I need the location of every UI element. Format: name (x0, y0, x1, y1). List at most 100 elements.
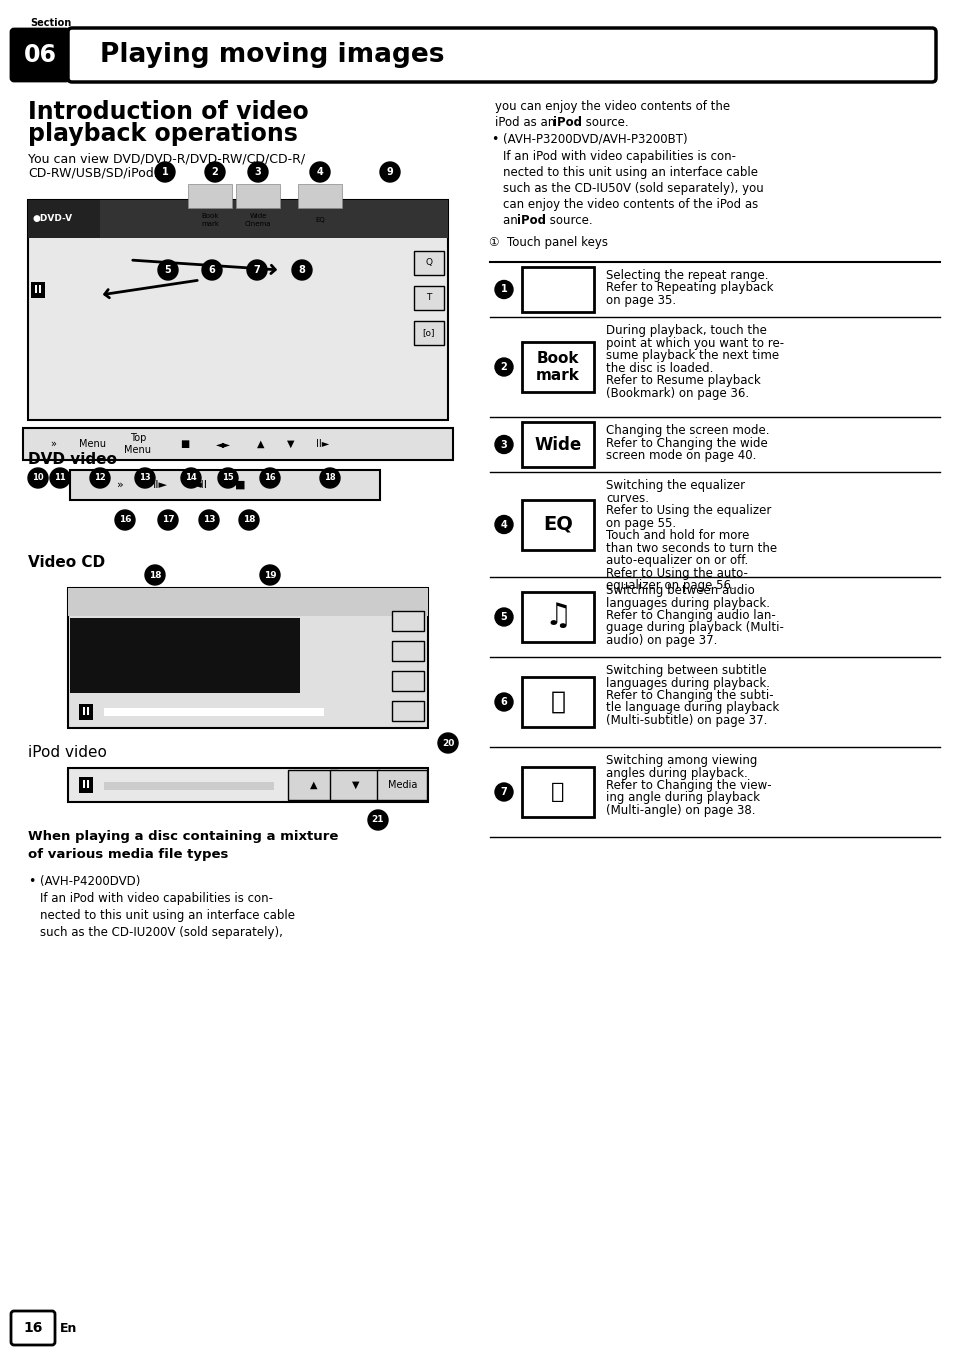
Text: 10: 10 (32, 473, 44, 483)
Text: 17: 17 (161, 515, 174, 525)
Text: II►: II► (152, 480, 168, 489)
Text: on page 35.: on page 35. (605, 293, 676, 307)
Text: 18: 18 (324, 473, 335, 483)
Text: Book
mark: Book mark (536, 350, 579, 383)
Text: Introduction of video: Introduction of video (28, 100, 309, 124)
Text: Wide
Cinema: Wide Cinema (245, 214, 271, 227)
Text: 5: 5 (165, 265, 172, 274)
Circle shape (260, 565, 280, 585)
Text: auto-equalizer on or off.: auto-equalizer on or off. (605, 554, 747, 566)
Text: 13: 13 (203, 515, 215, 525)
Circle shape (158, 510, 178, 530)
Bar (104, 708, 324, 717)
Bar (70, 470, 379, 500)
Text: curves.: curves. (605, 492, 648, 504)
Text: Media: Media (388, 780, 417, 790)
Circle shape (495, 515, 513, 534)
Bar (521, 422, 594, 466)
Bar (28, 200, 448, 420)
Text: You can view DVD/DVD-R/DVD-RW/CD/CD-R/
CD-RW/USB/SD/iPod.: You can view DVD/DVD-R/DVD-RW/CD/CD-R/ C… (28, 151, 305, 180)
Bar (521, 499, 594, 549)
Text: Switching among viewing: Switching among viewing (605, 754, 757, 767)
Bar (235, 184, 280, 208)
Text: ▲: ▲ (257, 439, 265, 449)
Circle shape (202, 260, 222, 280)
Circle shape (319, 468, 339, 488)
Bar (188, 184, 232, 208)
Text: EQ: EQ (314, 218, 325, 223)
Text: an: an (502, 214, 521, 227)
Text: ing angle during playback: ing angle during playback (605, 791, 760, 804)
Circle shape (218, 468, 237, 488)
Text: Refer to Changing the wide: Refer to Changing the wide (605, 437, 767, 449)
Text: 19: 19 (263, 571, 276, 580)
Text: »: » (116, 480, 123, 489)
Circle shape (495, 608, 513, 626)
Text: II: II (82, 707, 90, 717)
Circle shape (495, 358, 513, 376)
Text: Book
mark: Book mark (201, 214, 219, 227)
Text: Wide: Wide (534, 435, 581, 453)
Text: Selecting the repeat range.: Selecting the repeat range. (605, 269, 768, 283)
Bar (392, 671, 423, 691)
Bar (414, 287, 443, 310)
Text: can enjoy the video contents of the iPod as: can enjoy the video contents of the iPod… (502, 197, 758, 211)
Text: 3: 3 (500, 439, 507, 449)
Circle shape (310, 162, 330, 183)
Circle shape (292, 260, 312, 280)
Text: ▼: ▼ (287, 439, 294, 449)
Text: [o]: [o] (422, 329, 435, 338)
Text: you can enjoy the video contents of the: you can enjoy the video contents of the (495, 100, 729, 114)
Text: 7: 7 (253, 265, 260, 274)
Text: Refer to Changing the view-: Refer to Changing the view- (605, 779, 771, 792)
Circle shape (247, 260, 267, 280)
Circle shape (495, 783, 513, 800)
Text: 16: 16 (23, 1321, 43, 1334)
Text: 15: 15 (222, 473, 233, 483)
Text: ①  Touch panel keys: ① Touch panel keys (489, 237, 607, 249)
Text: 13: 13 (139, 473, 151, 483)
Text: 🎥: 🎥 (551, 781, 564, 802)
FancyBboxPatch shape (68, 28, 935, 82)
Text: 11: 11 (54, 473, 66, 483)
Text: languages during playback.: languages during playback. (605, 676, 769, 690)
Text: Q: Q (425, 258, 432, 268)
Text: II: II (34, 285, 42, 295)
Circle shape (135, 468, 154, 488)
FancyBboxPatch shape (11, 1311, 55, 1345)
Bar (521, 342, 594, 392)
Text: 20: 20 (441, 738, 454, 748)
Bar (23, 429, 453, 460)
Text: iPod as an: iPod as an (495, 116, 558, 128)
Text: 06: 06 (24, 43, 56, 68)
Text: Top
Menu: Top Menu (125, 433, 152, 454)
Text: of various media file types: of various media file types (28, 848, 228, 861)
Text: angles during playback.: angles during playback. (605, 767, 747, 780)
Circle shape (199, 510, 219, 530)
Text: During playback, touch the: During playback, touch the (605, 324, 766, 337)
Text: ■: ■ (234, 480, 245, 489)
Text: 14: 14 (185, 473, 196, 483)
Bar (376, 771, 427, 800)
Text: ▲: ▲ (310, 780, 317, 790)
Text: Refer to Changing the subti-: Refer to Changing the subti- (605, 690, 773, 702)
Circle shape (495, 435, 513, 453)
Bar (70, 618, 299, 694)
Text: When playing a disc containing a mixture: When playing a disc containing a mixture (28, 830, 338, 844)
Text: En: En (60, 1321, 77, 1334)
Bar (68, 588, 428, 617)
FancyBboxPatch shape (11, 28, 69, 81)
Text: (AVH-P4200DVD): (AVH-P4200DVD) (40, 875, 140, 888)
Text: ●DVD-V: ●DVD-V (32, 215, 72, 223)
Bar (521, 767, 594, 817)
Text: nected to this unit using an interface cable: nected to this unit using an interface c… (502, 166, 758, 178)
Circle shape (50, 468, 70, 488)
Text: ◄II: ◄II (193, 480, 208, 489)
Circle shape (437, 733, 457, 753)
Text: 6: 6 (209, 265, 215, 274)
Text: EQ: EQ (542, 515, 573, 534)
Bar (68, 588, 428, 727)
Text: »: » (50, 439, 56, 449)
Circle shape (90, 468, 110, 488)
Text: 18: 18 (149, 571, 161, 580)
